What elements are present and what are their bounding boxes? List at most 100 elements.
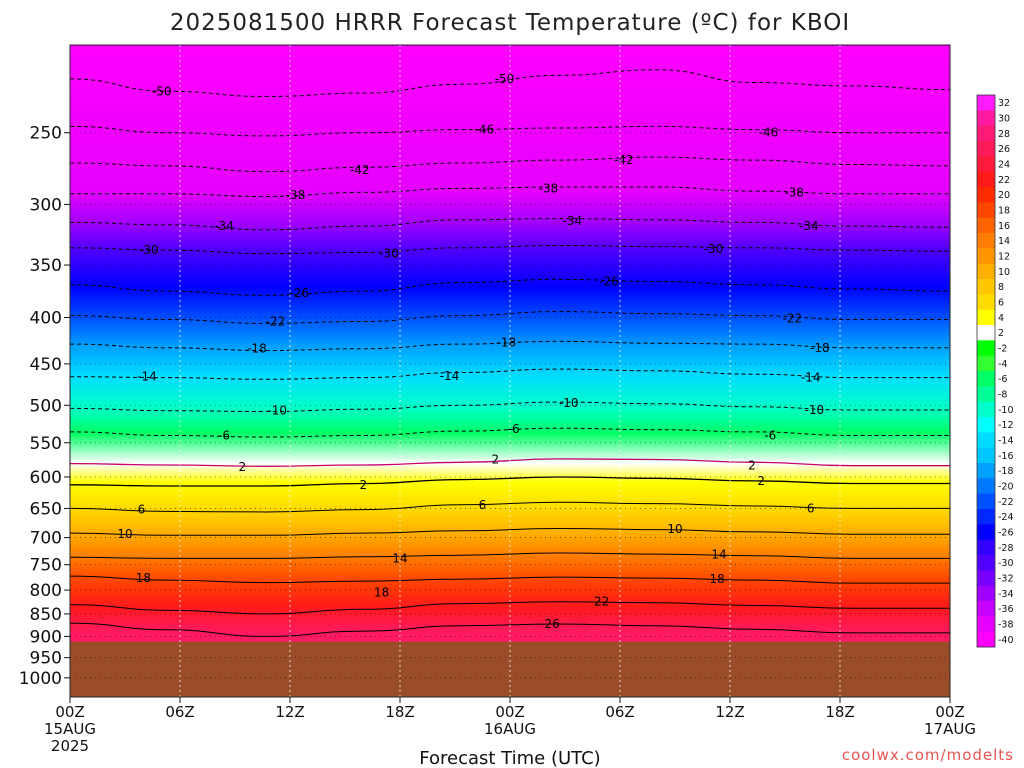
y-tick-label: 850 (30, 605, 62, 625)
isotherm--10 (70, 401, 950, 413)
isotherm-10 (70, 527, 950, 536)
colorbar-label: 18 (998, 206, 1010, 217)
isotherm-label: -6 (218, 429, 230, 443)
colorbar-swatch (977, 340, 995, 357)
colorbar-frame (976, 94, 996, 648)
colorbar-label: 22 (998, 175, 1010, 186)
colorbar-label: 28 (998, 129, 1010, 140)
y-tick-label: 350 (30, 256, 62, 276)
isotherm--38 (70, 186, 950, 198)
colorbar-label: 26 (998, 144, 1010, 155)
colorbar-swatch (977, 570, 995, 587)
y-tick-label: 400 (30, 309, 62, 329)
colorbar-label: 10 (998, 267, 1010, 278)
isotherm-label: -22 (783, 312, 803, 326)
x-tick-label: 12Z (715, 703, 744, 721)
isotherm-label: 6 (138, 503, 146, 517)
isotherm-26 (70, 622, 950, 637)
isotherm-label: -18 (810, 341, 830, 355)
x-tick-label: 2025 (51, 737, 89, 755)
colorbar-label: -28 (998, 543, 1014, 554)
isotherm-label: -22 (266, 314, 286, 328)
colorbar-swatch (977, 325, 995, 341)
isotherm-label: 2 (239, 460, 247, 474)
isotherm-18 (70, 575, 950, 584)
colorbar-label: -10 (998, 405, 1014, 416)
colorbar-label: -38 (998, 620, 1014, 631)
colorbar-swatch (977, 585, 995, 602)
isotherm-label: -14 (440, 369, 460, 383)
isotherm-label: 10 (667, 522, 682, 536)
colorbar-legend: 32 30 28 26 24 22 20 18 16 14 12 10 8 6 4 2 -2 -4 -6 -8 -10 -… (976, 94, 1014, 648)
colorbar-swatch (977, 171, 995, 188)
isotherm-label: -26 (289, 286, 309, 300)
y-tick-label: 600 (30, 468, 62, 488)
colorbar-label: 4 (998, 313, 1004, 324)
isotherm--26 (70, 278, 950, 296)
isotherm-label: -30 (139, 243, 159, 257)
y-tick-label: 1000 (19, 669, 62, 689)
x-tick-label: 00Z (55, 703, 84, 721)
colorbar-swatch (977, 401, 995, 418)
colorbar-label: 14 (998, 236, 1010, 247)
colorbar-swatch (977, 279, 995, 295)
colorbar-label: -16 (998, 451, 1014, 462)
colorbar-swatch (977, 447, 995, 464)
grid-lines (70, 45, 950, 697)
isotherm--42 (70, 156, 950, 173)
isotherm-label: 14 (392, 551, 407, 565)
isotherm-label: 26 (545, 617, 560, 631)
colorbar-swatch (977, 539, 995, 556)
isotherm-label: -34 (799, 219, 819, 233)
isotherm-14 (70, 552, 950, 559)
isotherm-label: -38 (539, 181, 559, 195)
isotherm-label: -30 (379, 247, 399, 261)
colorbar-swatch (977, 125, 995, 142)
y-tick-label: 800 (30, 581, 62, 601)
colorbar-label: -18 (998, 466, 1014, 477)
colorbar-swatch (977, 156, 995, 173)
isotherm-label: -34 (563, 214, 583, 228)
colorbar-swatch (977, 233, 995, 249)
isotherm--30 (70, 244, 950, 255)
x-tick-label: 17AUG (924, 720, 976, 738)
isotherm-label: 6 (479, 498, 487, 512)
colorbar-swatch (977, 601, 995, 617)
colorbar-label: 2 (998, 328, 1004, 339)
colorbar-swatch (977, 616, 995, 633)
colorbar-label: -26 (998, 528, 1014, 539)
colorbar-label: 6 (998, 298, 1004, 309)
colorbar-swatch (977, 417, 995, 433)
isotherm--6 (70, 427, 950, 438)
isotherm--34 (70, 218, 950, 231)
colorbar-label: -8 (998, 390, 1007, 401)
y-tick-label: 500 (30, 396, 62, 416)
y-tick-label: 950 (30, 649, 62, 669)
colorbar-label: 24 (998, 160, 1010, 171)
colorbar-swatch (977, 355, 995, 372)
isotherm-label: -42 (350, 163, 370, 177)
isotherm-labels: -50 -50 -46 -46 -42 -42 -38 -38 -38 -34 -34 -34 -30 -… (117, 72, 830, 631)
isotherm--50 (70, 69, 950, 98)
colorbar-label: -14 (998, 436, 1014, 447)
colorbar-label: 12 (998, 252, 1010, 263)
colorbar-label: 30 (998, 114, 1010, 125)
colorbar-label: -30 (998, 558, 1014, 569)
colorbar-swatch (977, 95, 995, 111)
isotherm-label: 14 (711, 548, 726, 562)
colorbar-label: 20 (998, 190, 1010, 201)
isotherm-label: -14 (137, 370, 157, 384)
isotherm-label: 2 (492, 453, 500, 467)
colorbar-swatch (977, 631, 995, 648)
colorbar-label: -24 (998, 512, 1014, 523)
x-tick-label: 12Z (275, 703, 304, 721)
colorbar-swatch (977, 202, 995, 219)
x-tick-label: 00Z (935, 703, 964, 721)
colorbar-swatch (977, 141, 995, 157)
y-tick-label: 300 (30, 195, 62, 215)
x-tick-label: 00Z (495, 703, 524, 721)
isotherm-label: -10 (805, 403, 825, 417)
colorbar-swatch (977, 187, 995, 203)
isotherm-label: -30 (704, 242, 724, 256)
